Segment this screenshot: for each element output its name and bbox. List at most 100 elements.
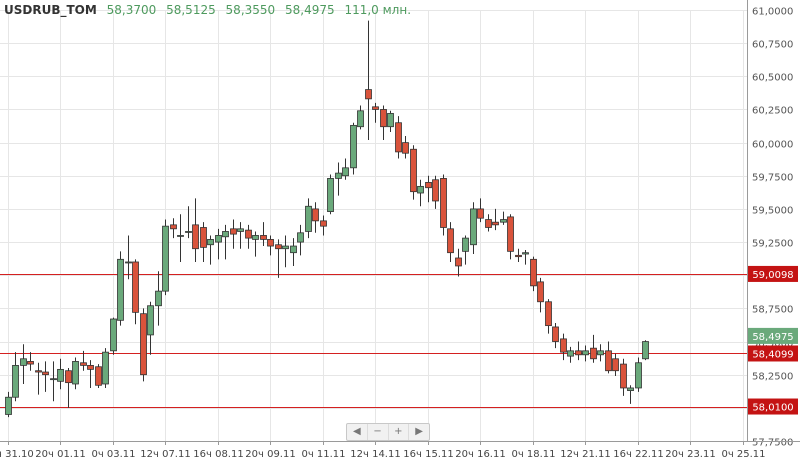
candle-down xyxy=(552,326,559,342)
candle-up xyxy=(582,350,589,356)
candle-down xyxy=(27,361,34,365)
y-tick-label: 59,2500 xyxy=(752,239,793,250)
candle-down xyxy=(132,261,139,313)
candle-down xyxy=(545,301,552,327)
candle-down xyxy=(515,254,522,258)
candle-down xyxy=(192,224,199,250)
triangle-right-icon: ▶ xyxy=(415,426,423,437)
x-tick-label: 16ч 31.10 xyxy=(0,449,34,460)
candle-down xyxy=(267,239,274,247)
x-tick-label: 20ч 09.11 xyxy=(245,449,295,460)
candle-down xyxy=(605,350,612,372)
candle-down xyxy=(425,181,432,189)
y-tick-label: 58,7500 xyxy=(752,305,793,316)
candle-down xyxy=(395,122,402,153)
chart-navigator: ◀ − + ▶ xyxy=(346,423,430,441)
x-tick-label: 0ч 25.11 xyxy=(721,449,765,460)
candle-down xyxy=(245,229,252,239)
candle-up xyxy=(125,261,132,264)
x-tick-label: 12ч 07.11 xyxy=(140,449,190,460)
level-price-tag xyxy=(748,398,798,415)
candle-up xyxy=(147,305,154,336)
candle-down xyxy=(380,109,387,128)
x-tick-label: 12ч 14.11 xyxy=(350,449,400,460)
x-tick-label: 16ч 15.11 xyxy=(403,449,453,460)
candle-down xyxy=(372,106,379,110)
candle-up xyxy=(342,167,349,177)
candle-up xyxy=(207,239,214,246)
scroll-back-button[interactable]: ◀ xyxy=(347,424,368,440)
level-price-tag-text: 58,0100 xyxy=(752,403,793,414)
candle-down xyxy=(440,178,447,228)
candle-down xyxy=(560,338,567,353)
volume-value: 111,0 млн. xyxy=(344,3,412,17)
y-tick-label: 60,5000 xyxy=(752,73,793,84)
high-value: 58,5125 xyxy=(166,3,216,17)
x-tick-label: 20ч 01.11 xyxy=(35,449,85,460)
candle-up xyxy=(297,232,304,243)
candle-up xyxy=(335,172,342,179)
plot-area xyxy=(0,10,747,441)
candle-up xyxy=(57,368,64,382)
candle-up xyxy=(350,124,357,169)
candle-down xyxy=(80,362,87,366)
y-tick-label: 58,2500 xyxy=(752,372,793,383)
level-price-tag xyxy=(748,265,798,282)
candle-up xyxy=(50,378,57,381)
scroll-forward-button[interactable]: ▶ xyxy=(409,424,429,440)
y-tick-label: 61,0000 xyxy=(752,7,793,18)
candle-up xyxy=(567,350,574,357)
candle-up xyxy=(500,219,507,223)
level-price-tag xyxy=(748,345,798,362)
candle-down xyxy=(320,220,327,227)
candle-up xyxy=(470,208,477,246)
candle-up xyxy=(635,362,642,389)
candle-up xyxy=(5,396,12,415)
instrument-header: USDRUB_TOM 58,3700 58,5125 58,3550 58,49… xyxy=(4,3,411,17)
level-price-tag-text: 58,4099 xyxy=(752,349,793,360)
x-tick-label: 12ч 21.11 xyxy=(560,449,610,460)
x-tick-label: 20ч 16.11 xyxy=(455,449,505,460)
candle-down xyxy=(447,228,454,254)
candle-up xyxy=(222,231,229,238)
level-price-tag-text: 59,0098 xyxy=(752,270,793,281)
candle-down xyxy=(590,347,597,360)
candle-up xyxy=(185,231,192,233)
x-tick-label: 16ч 22.11 xyxy=(613,449,663,460)
candle-up xyxy=(597,350,604,356)
candle-up xyxy=(522,252,529,255)
candle-down xyxy=(477,208,484,219)
candle-down xyxy=(485,219,492,228)
candle-up xyxy=(357,110,364,128)
candle-up xyxy=(162,225,169,292)
candle-up xyxy=(252,235,259,240)
candle-down xyxy=(230,228,237,235)
candle-down xyxy=(87,365,94,370)
candle-down xyxy=(140,313,147,376)
candle-down xyxy=(507,216,514,252)
candle-down xyxy=(35,370,42,373)
zoom-out-button[interactable]: − xyxy=(368,424,389,440)
candle-down xyxy=(312,208,319,222)
candle-up xyxy=(417,185,424,194)
candle-up xyxy=(177,235,184,237)
candle-up xyxy=(215,235,222,243)
candle-down xyxy=(612,358,619,372)
candle-up xyxy=(627,387,634,392)
candle-down xyxy=(492,221,499,226)
candle-up xyxy=(642,341,649,360)
candle-down xyxy=(455,257,462,267)
candle-up xyxy=(110,318,117,352)
x-tick-label: 16ч 08.11 xyxy=(193,449,243,460)
candle-up xyxy=(117,258,124,321)
low-value: 58,3550 xyxy=(225,3,276,17)
candle-down xyxy=(260,235,267,240)
candle-down xyxy=(620,363,627,389)
candle-up xyxy=(155,290,162,307)
candle-down xyxy=(65,370,72,384)
candle-up xyxy=(102,351,109,385)
zoom-in-button[interactable]: + xyxy=(389,424,410,440)
candle-down xyxy=(432,179,439,202)
